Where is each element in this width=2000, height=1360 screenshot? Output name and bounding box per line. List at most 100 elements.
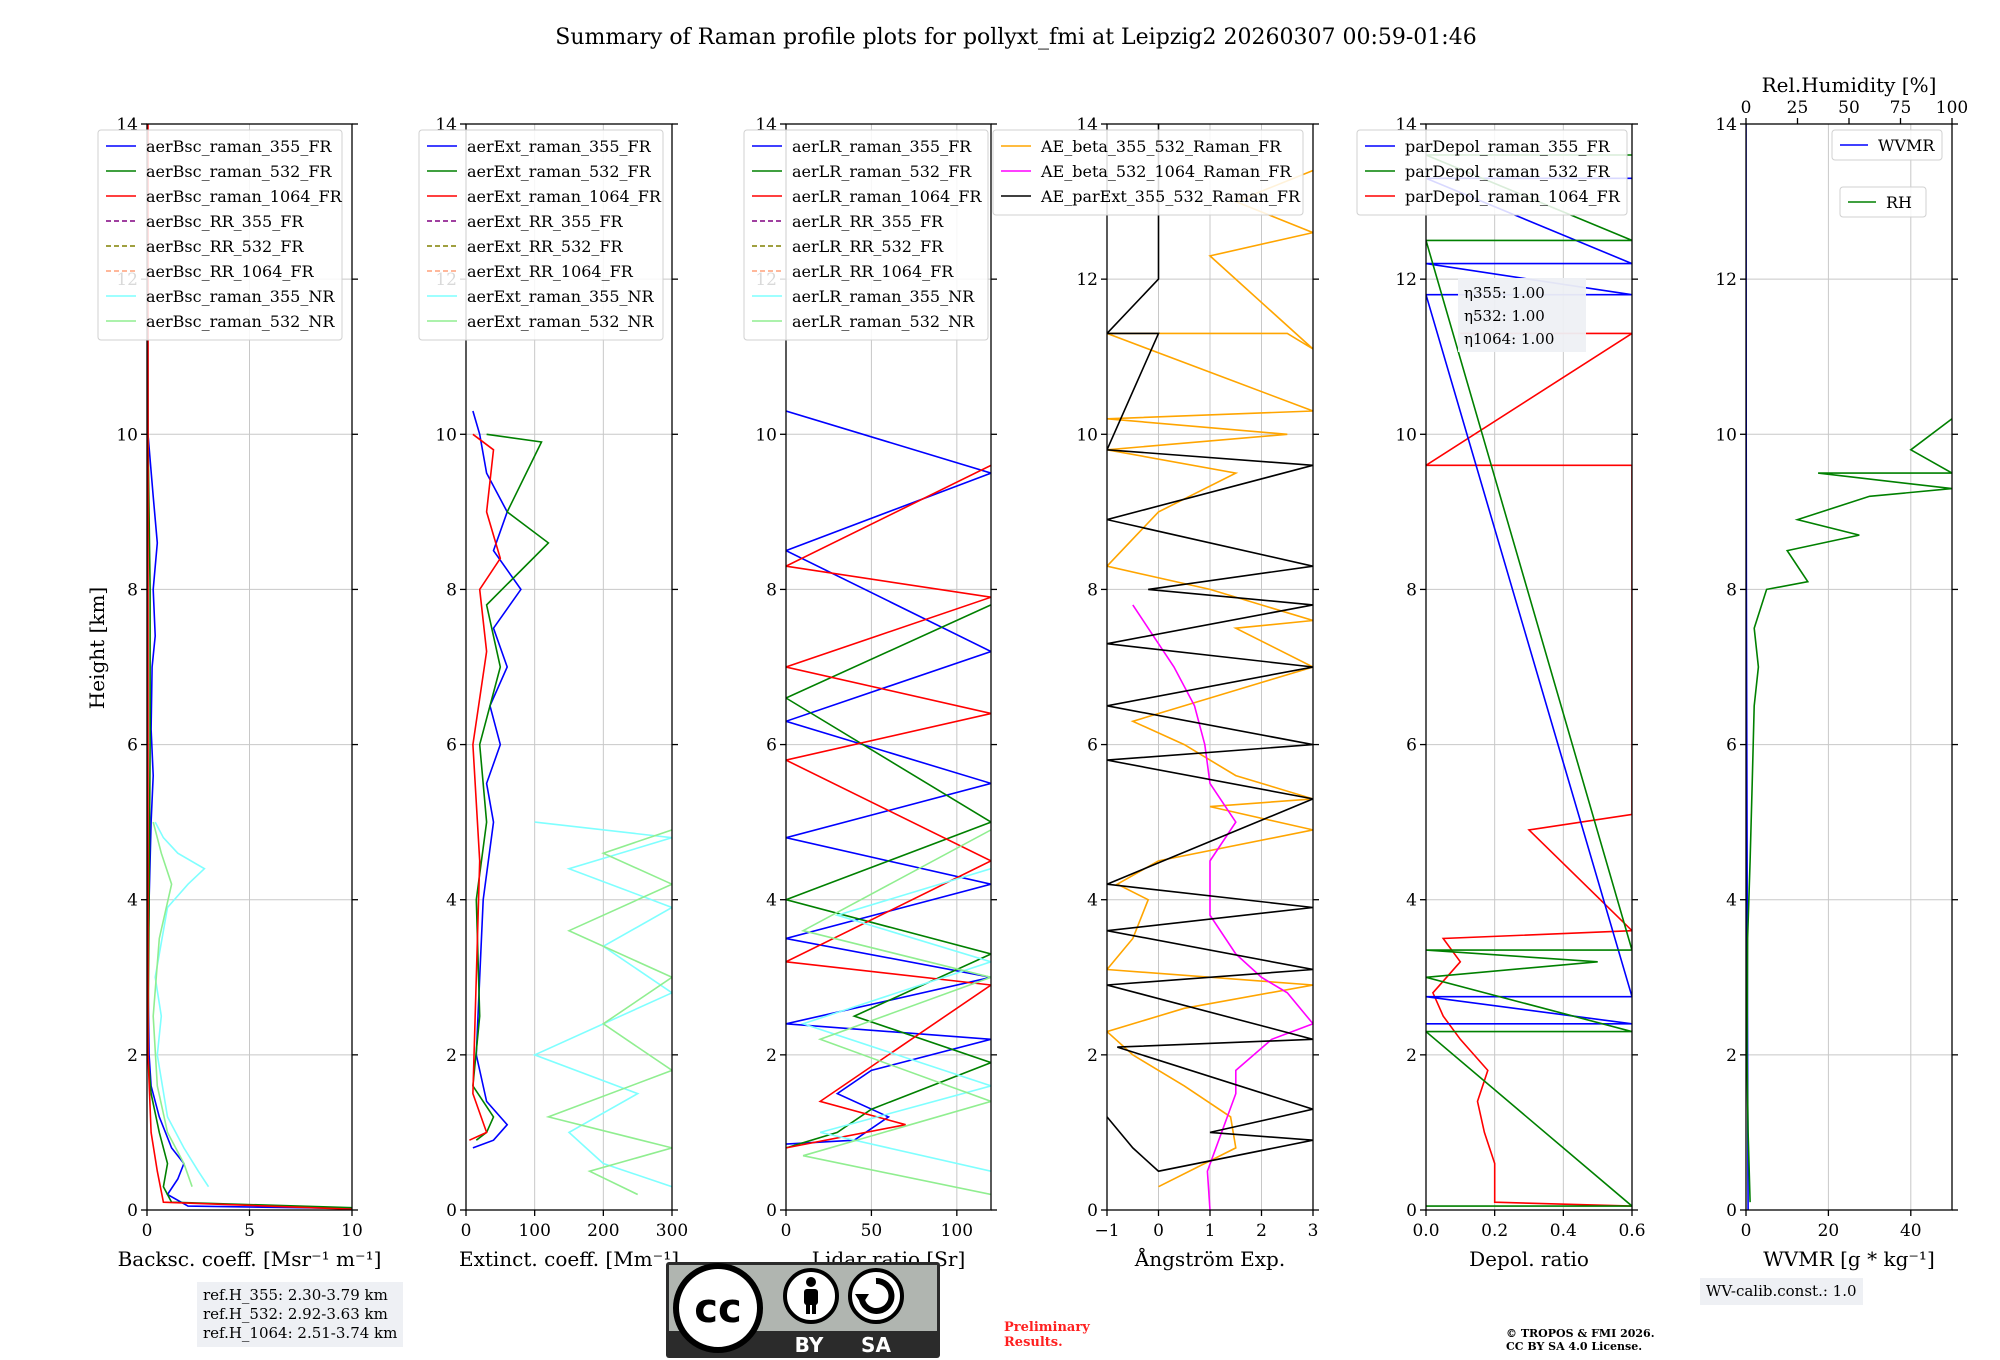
y-tick-label: 10: [435, 425, 457, 445]
x-axis-label: Extinct. coeff. [Mm⁻¹]: [459, 1247, 679, 1271]
axes-frame: [1745, 123, 1953, 1211]
y-tick-label: 4: [446, 891, 457, 911]
x-tick-label: 0: [142, 1221, 153, 1241]
legend-box: [1356, 129, 1628, 216]
series-aerLR_raman_1064_FR: [786, 464, 991, 1149]
y-tick-label: 8: [1087, 580, 1098, 600]
legend-label: aerBsc_RR_1064_FR: [146, 262, 315, 281]
legend-label: parDepol_raman_532_FR: [1405, 162, 1611, 181]
top-x-tick-label: 50: [1838, 98, 1860, 118]
x-tick-label: 10: [341, 1221, 363, 1241]
legend-label: aerBsc_raman_355_FR: [146, 137, 332, 156]
legend-label: aerLR_raman_355_NR: [792, 287, 975, 306]
wv-calibration-box: WV-calib.const.: 1.0: [1700, 1278, 1863, 1305]
series-aerBsc_raman_355_NR: [154, 821, 210, 1188]
x-tick-label: 40: [1900, 1221, 1922, 1241]
y-tick-label: 4: [766, 891, 777, 911]
x-tick-label: 0: [461, 1221, 472, 1241]
copyright-note: © TROPOS & FMI 2026. CC BY SA 4.0 Licens…: [1506, 1327, 1655, 1353]
legend-label: aerBsc_raman_532_FR: [146, 162, 332, 181]
axes-frame: [1425, 123, 1633, 1211]
legend: aerLR_raman_355_FR aerLR_raman_532_FR aerL…: [743, 129, 989, 341]
y-tick-label: 4: [127, 891, 138, 911]
legend-label: AE_parExt_355_532_Raman_FR: [1040, 187, 1301, 206]
legend-label: RH: [1886, 193, 1912, 212]
y-tick-label: 0: [1726, 1201, 1737, 1221]
y-tick-label: 6: [1087, 736, 1098, 756]
by-person-icon: [783, 1268, 839, 1324]
eta-line: η1064: 1.00: [1464, 330, 1554, 348]
legend: parDepol_raman_355_FR parDepol_raman_532_…: [1356, 129, 1628, 216]
y-tick-label: 10: [1395, 425, 1417, 445]
legend-label: aerExt_raman_1064_FR: [467, 187, 662, 206]
y-axis-label: Height [km]: [85, 587, 109, 709]
top-x-tick-label: 0: [1741, 98, 1752, 118]
x-tick-label: 0.2: [1481, 1221, 1508, 1241]
legend-label: aerLR_raman_532_NR: [792, 312, 975, 331]
legend-label: AE_beta_532_1064_Raman_FR: [1040, 162, 1292, 181]
y-tick-label: 0: [127, 1201, 138, 1221]
axes-frame: [465, 123, 673, 1211]
legend-label: aerExt_RR_1064_FR: [467, 262, 634, 281]
sa-share-alike-icon: [848, 1268, 904, 1324]
legend-label: aerExt_raman_532_NR: [467, 312, 655, 331]
y-tick-label: 2: [446, 1046, 457, 1066]
series-aerBsc_raman_1064_FR: [147, 124, 352, 1210]
preliminary-line-1: Preliminary: [1004, 1320, 1090, 1335]
panel-lr: 02468101214050100Lidar ratio [Sr]aerLR_r…: [743, 115, 997, 1271]
x-tick-label: 5: [244, 1221, 255, 1241]
x-tick-label: 50: [861, 1221, 883, 1241]
legend: AE_beta_355_532_Raman_FR AE_beta_532_1064…: [992, 129, 1304, 216]
series-aerExt_raman_1064_FR: [469, 433, 502, 1141]
y-tick-label: 0: [1406, 1201, 1417, 1221]
series-aerBsc_raman_532_NR: [152, 821, 193, 1187]
legend-label: aerLR_raman_532_FR: [792, 162, 972, 181]
x-tick-label: 100: [518, 1221, 550, 1241]
legend: aerBsc_raman_355_FR aerBsc_raman_532_FRae…: [97, 129, 343, 341]
legend-label: aerLR_RR_532_FR: [792, 237, 944, 256]
legend-box: [743, 129, 989, 341]
top-x-tick-label: 25: [1787, 98, 1809, 118]
x-axis-label: Ångström Exp.: [1134, 1246, 1285, 1271]
y-tick-label: 8: [446, 580, 457, 600]
ref-height-532: ref.H_532: 2.92-3.63 km: [203, 1305, 388, 1323]
x-tick-label: 2: [1256, 1221, 1267, 1241]
y-tick-label: 8: [766, 580, 777, 600]
legend-label: aerBsc_RR_355_FR: [146, 212, 304, 231]
y-tick-label: 8: [1726, 580, 1737, 600]
y-tick-label: 10: [755, 425, 777, 445]
x-tick-label: 0.0: [1412, 1221, 1439, 1241]
top-x-tick-label: 100: [1936, 98, 1968, 118]
sa-label: SA: [861, 1333, 891, 1357]
figure-title: Summary of Raman profile plots for polly…: [555, 25, 1476, 50]
series-aerExt_raman_355_FR: [472, 410, 522, 1149]
legend-label: aerLR_raman_355_FR: [792, 137, 972, 156]
x-axis-label: Depol. ratio: [1469, 1247, 1589, 1271]
series-AE_beta_355_532_Raman_FR: [1107, 169, 1313, 1188]
series-parDepol_raman_1064_FR: [1426, 332, 1632, 1207]
legend-label: aerLR_RR_355_FR: [792, 212, 944, 231]
eta-annotation: η355: 1.00 η532: 1.00 η1064: 1.00: [1458, 278, 1586, 352]
x-axis-label: Backsc. coeff. [Msr⁻¹ m⁻¹]: [118, 1247, 382, 1271]
by-label: BY: [795, 1333, 824, 1357]
eta-line: η355: 1.00: [1464, 284, 1545, 302]
x-tick-label: 3: [1308, 1221, 1319, 1241]
y-tick-label: 8: [127, 580, 138, 600]
y-tick-label: 14: [1715, 115, 1737, 135]
panel-ext: 024681012140100200300Extinct. coeff. [Mm…: [418, 115, 688, 1271]
cc-logo-text: cc: [694, 1286, 741, 1332]
legend-label: aerBsc_raman_1064_FR: [146, 187, 343, 206]
x-tick-label: 0: [781, 1221, 792, 1241]
legend-label: parDepol_raman_1064_FR: [1405, 187, 1621, 206]
eta-box: [1458, 278, 1586, 352]
y-tick-label: 0: [766, 1201, 777, 1221]
x-tick-label: −1: [1094, 1221, 1119, 1241]
y-tick-label: 12: [1395, 270, 1417, 290]
x-tick-label: 0: [1153, 1221, 1164, 1241]
top-x-tick-label: 75: [1890, 98, 1912, 118]
legend-label: aerLR_RR_1064_FR: [792, 262, 954, 281]
legend-box: [97, 129, 343, 341]
top-axis-label: Rel.Humidity [%]: [1762, 73, 1937, 97]
